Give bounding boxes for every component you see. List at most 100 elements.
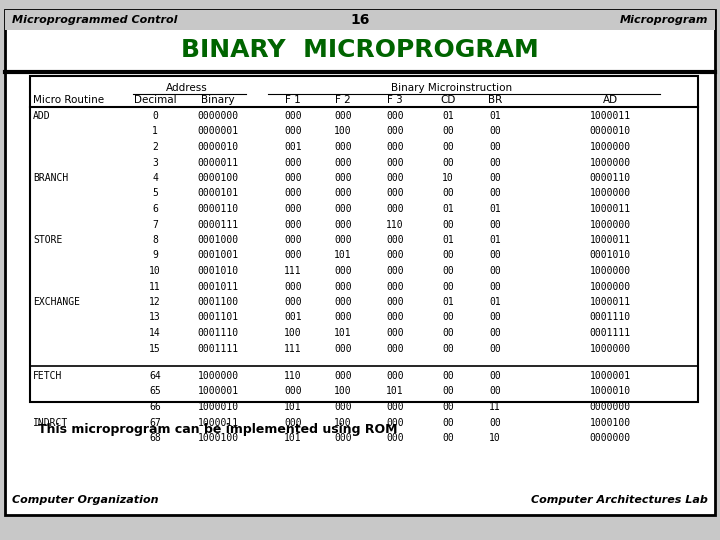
Text: 000: 000 xyxy=(386,297,404,307)
Text: 6: 6 xyxy=(152,204,158,214)
Text: F 2: F 2 xyxy=(335,95,351,105)
Text: 000: 000 xyxy=(386,266,404,276)
Text: 101: 101 xyxy=(334,251,352,260)
Text: Microprogrammed Control: Microprogrammed Control xyxy=(12,15,178,25)
Text: 001: 001 xyxy=(284,142,302,152)
Text: 0000000: 0000000 xyxy=(590,433,631,443)
Text: 000: 000 xyxy=(284,251,302,260)
Text: 000: 000 xyxy=(386,251,404,260)
Text: 0000000: 0000000 xyxy=(197,111,238,121)
Text: 00: 00 xyxy=(442,142,454,152)
Text: 00: 00 xyxy=(442,371,454,381)
Text: 00: 00 xyxy=(442,387,454,396)
Text: 000: 000 xyxy=(386,313,404,322)
Text: 110: 110 xyxy=(284,371,302,381)
Text: 01: 01 xyxy=(442,297,454,307)
Text: 000: 000 xyxy=(386,371,404,381)
Text: 000: 000 xyxy=(386,235,404,245)
Text: 1000000: 1000000 xyxy=(590,343,631,354)
Text: 4: 4 xyxy=(152,173,158,183)
Text: 01: 01 xyxy=(489,111,501,121)
Text: 000: 000 xyxy=(284,173,302,183)
Text: 0000110: 0000110 xyxy=(590,173,631,183)
Text: 10: 10 xyxy=(489,433,501,443)
Text: 000: 000 xyxy=(334,371,352,381)
Text: 01: 01 xyxy=(489,204,501,214)
Text: 00: 00 xyxy=(442,266,454,276)
Text: 000: 000 xyxy=(386,173,404,183)
Text: BRANCH: BRANCH xyxy=(33,173,68,183)
Text: 000: 000 xyxy=(284,387,302,396)
Text: 000: 000 xyxy=(284,204,302,214)
Text: 5: 5 xyxy=(152,188,158,199)
Text: ADD: ADD xyxy=(33,111,50,121)
Text: Microprogram: Microprogram xyxy=(619,15,708,25)
Text: 000: 000 xyxy=(284,126,302,137)
Text: 10: 10 xyxy=(149,266,161,276)
Text: 000: 000 xyxy=(334,297,352,307)
Text: 000: 000 xyxy=(334,402,352,412)
Text: 001: 001 xyxy=(284,313,302,322)
Text: 0000111: 0000111 xyxy=(197,219,238,230)
Text: 0000100: 0000100 xyxy=(197,173,238,183)
Text: 101: 101 xyxy=(284,402,302,412)
Text: 9: 9 xyxy=(152,251,158,260)
Text: 000: 000 xyxy=(334,111,352,121)
Text: 100: 100 xyxy=(284,328,302,338)
Text: 0000010: 0000010 xyxy=(590,126,631,137)
Text: AD: AD xyxy=(603,95,618,105)
Text: 00: 00 xyxy=(442,433,454,443)
Bar xyxy=(30,76,698,402)
Text: 1000001: 1000001 xyxy=(590,371,631,381)
Bar xyxy=(5,10,715,30)
Text: 11: 11 xyxy=(489,402,501,412)
Text: 16: 16 xyxy=(351,13,369,27)
Text: 1000001: 1000001 xyxy=(197,387,238,396)
Text: 68: 68 xyxy=(149,433,161,443)
Text: Decimal: Decimal xyxy=(134,95,176,105)
Text: 3: 3 xyxy=(152,158,158,167)
Text: 00: 00 xyxy=(489,126,501,137)
Text: 01: 01 xyxy=(489,235,501,245)
Text: 00: 00 xyxy=(442,313,454,322)
Text: 00: 00 xyxy=(489,387,501,396)
Text: EXCHANGE: EXCHANGE xyxy=(33,297,80,307)
Text: 101: 101 xyxy=(284,433,302,443)
Text: 0001101: 0001101 xyxy=(197,313,238,322)
Text: 000: 000 xyxy=(386,204,404,214)
Text: 1000000: 1000000 xyxy=(197,371,238,381)
Text: 0001111: 0001111 xyxy=(197,343,238,354)
Text: 1000000: 1000000 xyxy=(590,266,631,276)
Text: 000: 000 xyxy=(386,402,404,412)
Text: CD: CD xyxy=(441,95,456,105)
Text: 1000000: 1000000 xyxy=(590,158,631,167)
Text: 00: 00 xyxy=(442,251,454,260)
Text: 8: 8 xyxy=(152,235,158,245)
Text: FETCH: FETCH xyxy=(33,371,63,381)
Text: 01: 01 xyxy=(442,235,454,245)
Text: 000: 000 xyxy=(386,142,404,152)
Text: STORE: STORE xyxy=(33,235,63,245)
Text: 01: 01 xyxy=(442,204,454,214)
Text: 000: 000 xyxy=(334,204,352,214)
Text: 000: 000 xyxy=(334,266,352,276)
Text: 000: 000 xyxy=(386,281,404,292)
Text: 00: 00 xyxy=(442,188,454,199)
Text: 000: 000 xyxy=(284,235,302,245)
Text: 15: 15 xyxy=(149,343,161,354)
Text: 00: 00 xyxy=(489,328,501,338)
Text: 67: 67 xyxy=(149,417,161,428)
Text: 100: 100 xyxy=(334,417,352,428)
Text: 000: 000 xyxy=(334,142,352,152)
Text: 000: 000 xyxy=(284,417,302,428)
Text: 10: 10 xyxy=(442,173,454,183)
Text: 13: 13 xyxy=(149,313,161,322)
Text: 000: 000 xyxy=(334,158,352,167)
Text: 2: 2 xyxy=(152,142,158,152)
Text: 00: 00 xyxy=(489,343,501,354)
Text: 0001111: 0001111 xyxy=(590,328,631,338)
Text: 1000011: 1000011 xyxy=(590,235,631,245)
Text: 00: 00 xyxy=(442,343,454,354)
Text: 0001010: 0001010 xyxy=(590,251,631,260)
Text: 0001001: 0001001 xyxy=(197,251,238,260)
